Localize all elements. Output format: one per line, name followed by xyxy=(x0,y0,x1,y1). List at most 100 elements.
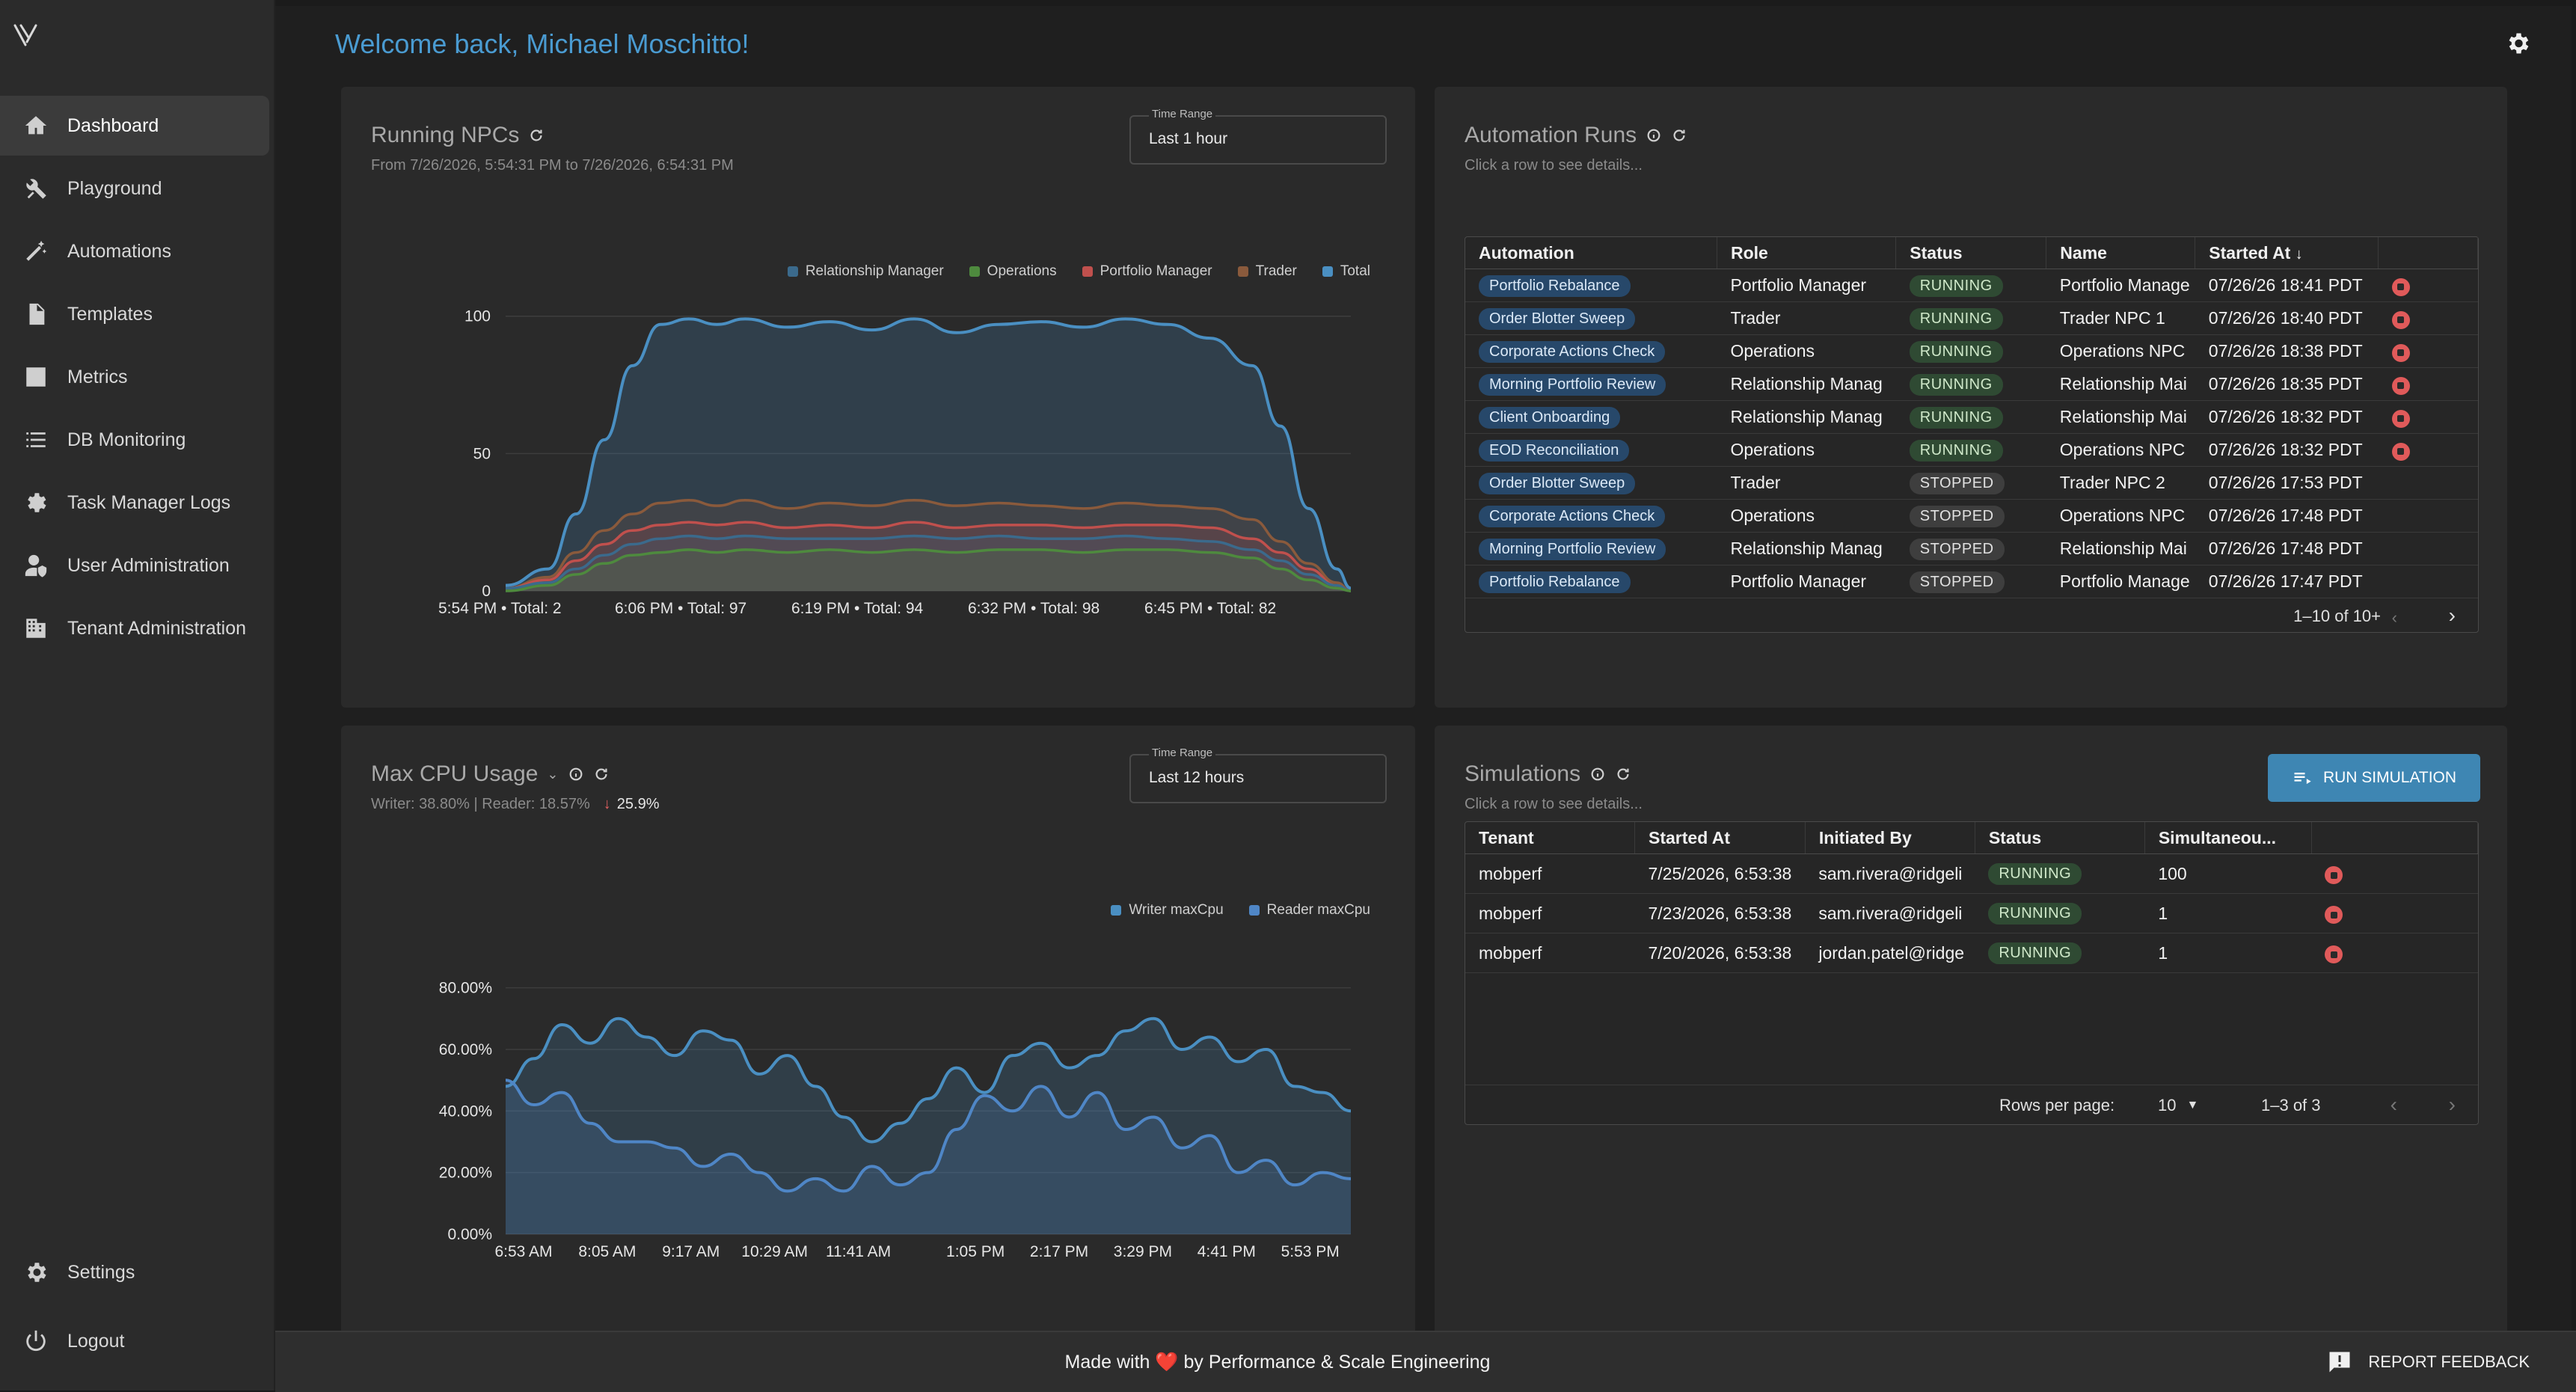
initiated-by-cell: sam.rivera@ridgeli xyxy=(1805,893,1975,933)
next-page-icon[interactable]: › xyxy=(2448,1093,2456,1116)
sidebar-item-playground[interactable]: Playground xyxy=(0,159,269,218)
actions-cell xyxy=(2378,499,2478,533)
next-page-icon[interactable]: › xyxy=(2448,604,2456,627)
table-row[interactable]: Corporate Actions Check Operations RUNNI… xyxy=(1465,334,2478,368)
max-cpu-title[interactable]: Max CPU Usage xyxy=(371,761,539,786)
role-cell: Trader xyxy=(1717,466,1896,500)
sidebar-item-db-monitoring[interactable]: DB Monitoring xyxy=(0,410,269,470)
previous-page-icon[interactable]: ‹ xyxy=(2391,608,2397,627)
legend-item[interactable]: Reader maxCpu xyxy=(1248,902,1370,919)
stop-icon[interactable] xyxy=(2391,409,2410,428)
report-feedback-button[interactable]: REPORT FEEDBACK xyxy=(2326,1349,2530,1376)
series-line-portfolio-manager[interactable] xyxy=(505,521,1352,592)
sidebar-item-tenant-administration[interactable]: Tenant Administration xyxy=(0,598,269,658)
series-line-total[interactable] xyxy=(505,317,1352,590)
sidebar: Dashboard Playground Automations Templat… xyxy=(0,0,275,1391)
legend-item[interactable]: Operations xyxy=(969,263,1057,280)
legend-item[interactable]: Trader xyxy=(1237,263,1297,280)
table-row[interactable]: mobperf 7/23/2026, 6:53:38 sam.rivera@ri… xyxy=(1465,893,2478,933)
legend-item[interactable]: Writer maxCpu xyxy=(1111,902,1224,919)
stop-icon[interactable] xyxy=(2391,278,2410,296)
sidebar-item-user-administration[interactable]: User Administration xyxy=(0,536,269,595)
running-npcs-chart: 0 50 100 5:54 PM • Total: 2 6:06 PM • Total:… xyxy=(438,308,1352,617)
tenant-cell: mobperf xyxy=(1465,893,1635,933)
stop-icon[interactable] xyxy=(2325,906,2343,925)
running-npcs-title: Running NPCs xyxy=(371,123,520,147)
column-header-automation[interactable]: Automation xyxy=(1465,237,1717,269)
gear-icon xyxy=(22,1259,49,1286)
name-cell: Relationship Mai xyxy=(2046,400,2195,434)
time-range-select[interactable]: Time Range Last 12 hours xyxy=(1129,746,1387,803)
table-row[interactable]: Order Blotter Sweep Trader STOPPED Trade… xyxy=(1465,466,2478,500)
sidebar-item-dashboard[interactable]: Dashboard xyxy=(0,96,269,156)
table-row[interactable]: Corporate Actions Check Operations STOPP… xyxy=(1465,499,2478,533)
info-icon[interactable] xyxy=(568,766,584,782)
table-row[interactable]: EOD Reconciliation Operations RUNNING Op… xyxy=(1465,433,2478,467)
info-icon[interactable] xyxy=(1646,127,1662,144)
time-range-select[interactable]: Time Range Last 1 hour xyxy=(1129,108,1387,165)
simulations-table-body: mobperf 7/25/2026, 6:53:38 sam.rivera@ri… xyxy=(1465,853,2478,973)
column-header-started-at[interactable]: Started At ↓ xyxy=(2195,237,2379,269)
series-line-trader[interactable] xyxy=(505,499,1352,592)
sidebar-item-metrics[interactable]: Metrics xyxy=(0,347,269,407)
name-cell: Trader NPC 1 xyxy=(2046,301,2195,335)
series-line-writer-maxcpu[interactable] xyxy=(505,1017,1352,1144)
sidebar-item-settings[interactable]: Settings xyxy=(0,1242,269,1302)
previous-page-icon[interactable]: ‹ xyxy=(2390,1093,2397,1116)
sidebar-item-logout[interactable]: Logout xyxy=(0,1311,269,1371)
stop-icon[interactable] xyxy=(2391,310,2410,329)
sidebar-item-automations[interactable]: Automations xyxy=(0,221,269,281)
column-header-status[interactable]: Status xyxy=(1975,822,2145,854)
table-header-row: Tenant Started At Initiated By Status Si… xyxy=(1465,822,2479,854)
sidebar-item-templates[interactable]: Templates xyxy=(0,284,269,344)
automation-chip: Morning Portfolio Review xyxy=(1479,538,1666,560)
column-header-started-at[interactable]: Started At xyxy=(1634,822,1806,854)
stop-icon[interactable] xyxy=(2391,376,2410,395)
legend-item[interactable]: Total xyxy=(1322,263,1370,280)
series-line-operations[interactable] xyxy=(505,548,1352,592)
automation-runs-pagination: 1–10 of 10+ xyxy=(2293,607,2381,625)
column-header-initiated-by[interactable]: Initiated By xyxy=(1805,822,1975,854)
stop-icon[interactable] xyxy=(2391,343,2410,362)
refresh-icon[interactable] xyxy=(1671,127,1687,144)
refresh-icon[interactable] xyxy=(528,127,545,144)
table-row[interactable]: Order Blotter Sweep Trader RUNNING Trade… xyxy=(1465,301,2478,335)
sidebar-item-task-manager-logs[interactable]: Task Manager Logs xyxy=(0,473,269,533)
legend-item[interactable]: Portfolio Manager xyxy=(1082,263,1212,280)
stop-icon[interactable] xyxy=(2325,945,2343,964)
automation-chip: Morning Portfolio Review xyxy=(1479,373,1666,396)
info-icon[interactable] xyxy=(1589,766,1606,782)
table-row[interactable]: mobperf 7/25/2026, 6:53:38 sam.rivera@ri… xyxy=(1465,853,2478,894)
stop-icon[interactable] xyxy=(2325,866,2343,885)
column-header-name[interactable]: Name xyxy=(2046,237,2196,269)
run-simulation-button[interactable]: RUN SIMULATION xyxy=(2268,754,2480,802)
table-row[interactable]: mobperf 7/20/2026, 6:53:38 jordan.patel@… xyxy=(1465,933,2478,973)
refresh-icon[interactable] xyxy=(1615,766,1631,782)
rows-per-page-select[interactable]: 10 ▼ xyxy=(2158,1096,2198,1115)
legend-label: Operations xyxy=(987,263,1057,279)
started-at-cell: 07/26/26 18:35 PDT xyxy=(2195,367,2379,401)
table-row[interactable]: Morning Portfolio Review Relationship Ma… xyxy=(1465,532,2478,565)
column-header-role[interactable]: Role xyxy=(1717,237,1897,269)
settings-gear-icon[interactable] xyxy=(2504,30,2531,57)
status-badge: STOPPED xyxy=(1909,472,2005,494)
table-row[interactable]: Portfolio Rebalance Portfolio Manager RU… xyxy=(1465,269,2478,302)
table-row[interactable]: Client Onboarding Relationship Manag RUN… xyxy=(1465,400,2478,434)
legend-label: Writer maxCpu xyxy=(1129,902,1224,918)
table-row[interactable]: Morning Portfolio Review Relationship Ma… xyxy=(1465,367,2478,401)
series-line-relationship-manager[interactable] xyxy=(505,534,1352,592)
column-header-status[interactable]: Status xyxy=(1895,237,2047,269)
series-line-reader-maxcpu[interactable] xyxy=(505,1079,1352,1193)
app-logo-icon[interactable] xyxy=(10,19,40,49)
stop-icon[interactable] xyxy=(2391,442,2410,461)
role-cell: Relationship Manag xyxy=(1717,367,1896,401)
time-range-value: Last 1 hour xyxy=(1149,130,1228,147)
refresh-icon[interactable] xyxy=(593,766,610,782)
automation-chip: Corporate Actions Check xyxy=(1479,505,1666,527)
table-row[interactable]: Portfolio Rebalance Portfolio Manager ST… xyxy=(1465,565,2478,598)
max-cpu-delta: 25.9% xyxy=(616,796,660,812)
column-header-simultaneous[interactable]: Simultaneou... xyxy=(2144,822,2312,854)
column-header-tenant[interactable]: Tenant xyxy=(1465,822,1635,854)
legend-item[interactable]: Relationship Manager xyxy=(787,263,944,280)
chevron-down-icon[interactable]: ⌄ xyxy=(547,766,559,782)
